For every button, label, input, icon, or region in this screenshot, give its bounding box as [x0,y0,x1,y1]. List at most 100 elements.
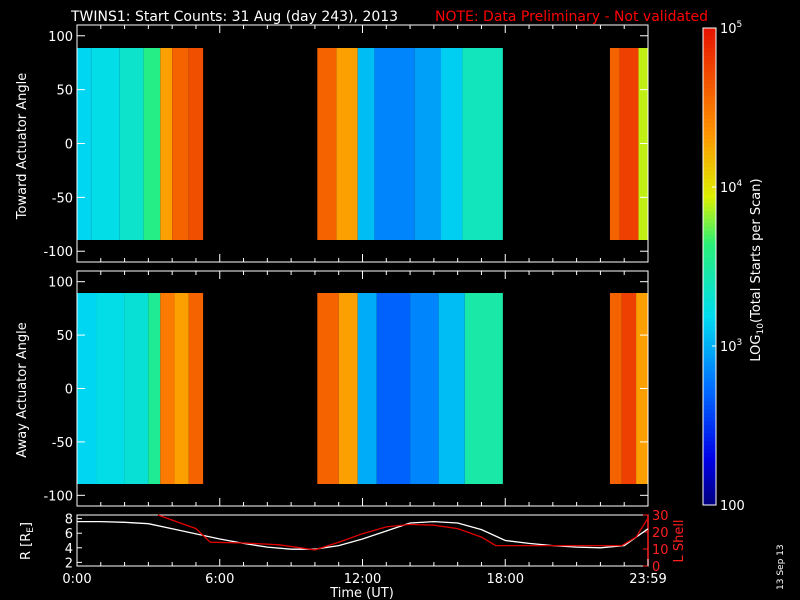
colorbar-segment [703,28,716,33]
colorbar-segment [703,481,716,486]
colorbar-segment [703,493,716,498]
colorbar-segment [703,202,716,208]
colorbar-segment [703,214,716,220]
colorbar-tick-label: 100 [720,499,745,514]
colorbar-segment [703,417,716,423]
colorbar: 105 104 103 100 [702,20,745,514]
heatmap-column [317,48,337,240]
colorbar-segment [703,230,716,236]
toward-axis-title: Toward Actuator Angle [15,73,30,220]
colorbar-segment [703,123,716,128]
colorbar-segment [703,238,716,244]
colorbar-segment [703,338,716,343]
colorbar-segment [703,377,716,383]
heatmap-column [188,293,204,484]
colorbar-segment [703,473,716,478]
colorbar-label: LOG10(Total Starts per Scan) [749,178,766,361]
colorbar-segment [703,43,716,49]
y-right-tick-label: 20 [652,526,669,541]
colorbar-segment [703,31,716,37]
colorbar-segment [703,282,716,287]
colorbar-segment [703,171,716,176]
colorbar-segment [703,51,716,57]
lshell-axis-title: L Shell [672,519,687,562]
heatmap-column [410,293,439,484]
colorbar-segment [703,433,716,438]
colorbar-segment [703,246,716,252]
colorbar-segment [703,35,716,41]
colorbar-segment [703,429,716,434]
colorbar-segment [703,107,716,112]
y-tick-label: 6 [65,527,73,542]
heatmap-column [441,48,463,240]
colorbar-segment [703,286,716,291]
colorbar-segment [703,361,716,367]
colorbar-segment [703,365,716,371]
colorbar-segment [703,413,716,419]
colorbar-segment [703,119,716,124]
colorbar-segment [703,75,716,81]
colorbar-segment [703,266,716,271]
colorbar-segment [703,302,716,307]
heatmap-column [317,293,339,484]
colorbar-segment [703,99,716,105]
y-tick-label: -50 [52,436,73,451]
colorbar-segment [703,187,716,192]
colorbar-segment [703,334,716,339]
y-tick-label: 0 [65,138,73,153]
lshell-series-line [157,514,649,551]
colorbar-segment [703,71,716,77]
heatmap-column [621,293,637,484]
heatmap-column [376,293,411,484]
colorbar-segment [703,55,716,61]
heatmap-column [414,48,442,240]
colorbar-segment [703,453,716,458]
y-tick-label: -100 [43,489,73,504]
heatmap-column [174,293,189,484]
toward-heatmap-panel: 100 50 0 -50 -100 [43,24,649,263]
heatmap-column [462,48,503,240]
heatmap-column [91,48,120,240]
colorbar-segment [703,135,716,140]
colorbar-segment [703,258,716,264]
colorbar-segment [703,501,716,506]
colorbar-segment [703,290,716,295]
colorbar-segment [703,314,716,319]
colorbar-segment [703,159,716,164]
colorbar-segment [703,322,716,327]
x-tick-label: 6:00 [205,572,234,587]
colorbar-segment [703,147,716,152]
colorbar-segment [703,91,716,97]
y-tick-label: 2 [65,556,73,571]
heatmap-column [172,48,189,240]
heatmap-column [357,48,375,240]
colorbar-segment [703,115,716,120]
colorbar-frame [702,27,717,506]
y-tick-label: 8 [65,513,73,528]
heatmap-column [609,293,622,484]
colorbar-segment [703,95,716,101]
colorbar-segment [703,389,716,395]
colorbar-segment [703,306,716,311]
heatmap-column [609,48,620,240]
colorbar-segment [703,111,716,116]
colorbar-segment [703,326,716,331]
colorbar-segment [703,298,716,303]
colorbar-segment [703,318,716,323]
colorbar-segment [703,330,716,335]
y-right-tick-label: 10 [652,543,669,558]
colorbar-segment [703,143,716,148]
colorbar-segment [703,489,716,494]
colorbar-segment [703,401,716,407]
colorbar-segment [703,445,716,450]
away-axis-title: Away Actuator Angle [15,322,30,457]
preliminary-note: NOTE: Data Preliminary - Not validated [435,9,708,25]
colorbar-segment [703,409,716,415]
date-stamp: 13 Sep 13 [776,544,786,590]
colorbar-segment [703,190,716,196]
colorbar-segment [703,39,716,45]
plot-frame [76,514,649,567]
colorbar-segment [703,441,716,446]
